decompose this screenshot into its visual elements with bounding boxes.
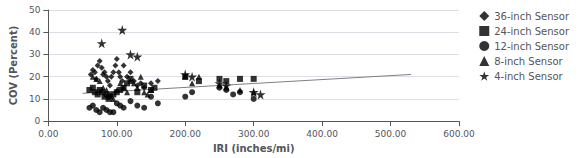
svg-text:0: 0 [35,116,41,126]
svg-text:200.00: 200.00 [169,129,201,139]
svg-text:100.00: 100.00 [101,129,133,139]
svg-text:4-inch Sensor: 4-inch Sensor [494,71,563,82]
svg-text:600.00: 600.00 [443,129,475,139]
svg-text:400.00: 400.00 [306,129,338,139]
svg-text:10: 10 [29,94,41,104]
svg-text:50: 50 [29,5,41,15]
svg-text:IRI (inches/mi): IRI (inches/mi) [213,143,295,154]
svg-text:500.00: 500.00 [375,129,407,139]
svg-text:20: 20 [29,72,41,82]
svg-text:COV (Percent): COV (Percent) [8,26,19,106]
svg-text:36-inch Sensor: 36-inch Sensor [494,11,570,22]
svg-text:24-inch Sensor: 24-inch Sensor [494,26,570,37]
svg-text:0.00: 0.00 [38,129,58,139]
svg-text:30: 30 [29,49,41,59]
svg-text:12-inch Sensor: 12-inch Sensor [494,41,570,52]
svg-text:300.00: 300.00 [238,129,270,139]
svg-text:40: 40 [29,27,41,37]
svg-text:8-inch Sensor: 8-inch Sensor [494,56,563,67]
